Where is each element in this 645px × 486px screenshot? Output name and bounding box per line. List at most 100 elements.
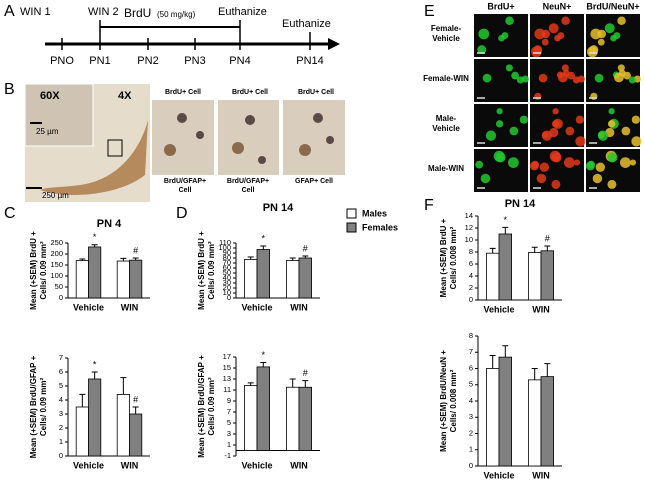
y-tick-label: 70 xyxy=(223,258,231,267)
y-tick-label: 14 xyxy=(465,211,473,220)
euthanize: Euthanize xyxy=(282,18,331,30)
bar xyxy=(498,356,513,467)
error-bar xyxy=(132,406,139,414)
y-tick-label: 13 xyxy=(223,374,231,383)
y-axis-label: Cells/ 0.09 mm² xyxy=(39,241,48,300)
x-tick-label: WIN xyxy=(290,302,308,312)
error-bar xyxy=(247,256,254,260)
panel-label: E xyxy=(424,3,435,20)
y-tick-label: 0 xyxy=(469,295,473,304)
cell xyxy=(557,32,565,39)
cell xyxy=(590,92,598,100)
treatment: WIN 1 xyxy=(20,6,51,18)
cell xyxy=(594,73,604,83)
day-label: PN3 xyxy=(184,55,205,67)
cell xyxy=(480,173,491,184)
bar xyxy=(88,246,102,299)
cell xyxy=(561,64,569,72)
cell xyxy=(617,64,625,72)
y-tick-label: 1 xyxy=(227,440,231,449)
cell xyxy=(563,157,575,168)
bar xyxy=(256,249,271,299)
cell xyxy=(539,162,550,172)
cell xyxy=(623,71,631,80)
y-axis-label: Mean (+SEM) BrdU/GFAP + xyxy=(197,355,206,458)
cell xyxy=(614,72,624,83)
y-tick-label: 10 xyxy=(223,288,231,297)
y-tick-label: 250 xyxy=(50,238,63,247)
bar xyxy=(540,250,555,301)
bar xyxy=(116,393,130,457)
panel-label: D xyxy=(176,205,188,222)
cell-label: Cell xyxy=(242,187,255,194)
x-tick-label: Vehicle xyxy=(483,304,514,314)
error-bar xyxy=(91,244,98,247)
error-bar xyxy=(260,245,267,250)
cell xyxy=(477,45,487,55)
x-tick-label: WIN xyxy=(532,470,550,480)
error-bar xyxy=(502,226,509,234)
x-tick-label: Vehicle xyxy=(241,302,272,312)
row-label: Vehicle xyxy=(432,34,460,43)
cell xyxy=(541,38,549,46)
error-bar xyxy=(91,371,98,379)
y-tick-label: 6 xyxy=(59,367,63,376)
error-bar xyxy=(489,355,496,369)
cell xyxy=(561,16,570,26)
cell xyxy=(592,173,603,184)
error-bar xyxy=(289,257,296,261)
cell xyxy=(541,130,553,141)
annotation: * xyxy=(262,350,266,360)
day-label: PN4 xyxy=(229,55,250,67)
treatment: WIN 2 xyxy=(88,6,119,18)
y-tick-label: 110 xyxy=(219,238,231,247)
cell xyxy=(501,32,509,39)
cell xyxy=(590,28,602,40)
cell-label: BrdU/GFAP+ xyxy=(164,178,206,185)
cell xyxy=(509,126,519,136)
panel-label: C xyxy=(4,205,16,222)
day-label: PNO xyxy=(50,55,74,67)
error-bar xyxy=(260,362,267,367)
x-tick-label: WIN xyxy=(121,460,139,470)
cell-label: BrdU+ Cell xyxy=(232,89,268,96)
error-bar xyxy=(79,258,86,261)
y-tick-label: 50 xyxy=(55,282,63,291)
error-bar xyxy=(531,246,538,253)
y-tick-label: 150 xyxy=(50,260,63,269)
chart-title: PN 4 xyxy=(97,218,122,230)
column-header: NeuN+ xyxy=(543,1,572,11)
cell xyxy=(608,108,615,115)
day-label: PN14 xyxy=(296,55,324,67)
bar xyxy=(285,260,300,299)
day-label: PN1 xyxy=(89,55,110,67)
y-tick-label: 80 xyxy=(223,253,231,262)
cell xyxy=(604,23,615,34)
bar xyxy=(256,366,271,451)
cell-label: BrdU+ Cell xyxy=(298,89,334,96)
cell-label: GFAP+ Cell xyxy=(295,178,333,185)
cell xyxy=(530,46,542,58)
annotation: # xyxy=(303,368,308,378)
magnification: 60X xyxy=(40,90,60,102)
y-axis-label: Cells/ 0.09 mm² xyxy=(207,377,216,436)
cell xyxy=(534,28,546,40)
bar xyxy=(485,252,500,301)
cell xyxy=(597,130,609,141)
y-tick-label: 2 xyxy=(469,428,473,437)
annotation: # xyxy=(133,245,138,255)
y-tick-label: 1 xyxy=(59,437,63,446)
bar xyxy=(129,413,143,457)
y-tick-label: 15 xyxy=(223,363,231,372)
y-axis-label: Mean (+SEM) BrdU/GFAP + xyxy=(29,355,38,458)
cells xyxy=(164,113,334,164)
cell xyxy=(621,126,631,136)
euthanize: Euthanize xyxy=(218,6,267,18)
cell xyxy=(538,73,548,83)
y-tick-label: 100 xyxy=(50,271,63,280)
annotation: * xyxy=(262,233,266,243)
cell xyxy=(617,16,626,26)
annotation: * xyxy=(93,359,97,369)
chart-title: PN 14 xyxy=(505,198,536,210)
micrograph-60x xyxy=(24,83,94,147)
